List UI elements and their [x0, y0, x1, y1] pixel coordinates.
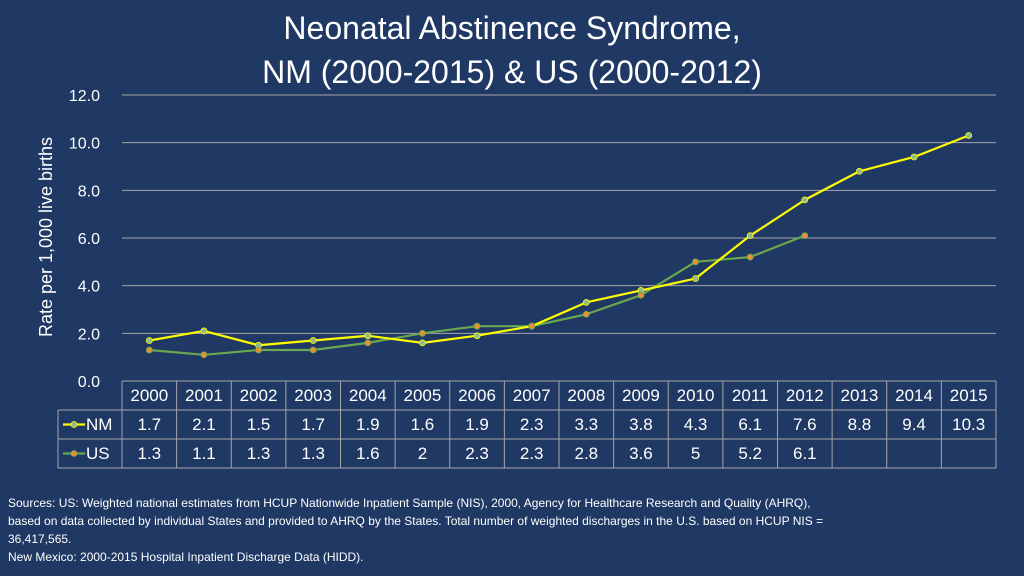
x-tick-label: 2009 — [622, 386, 660, 405]
data-point-nm — [801, 196, 809, 204]
x-tick-label: 2003 — [294, 386, 332, 405]
x-tick-label: 2001 — [185, 386, 223, 405]
data-label-nm: 4.3 — [684, 415, 708, 434]
data-label-us: 1.1 — [192, 444, 216, 463]
data-point-us — [692, 258, 699, 266]
data-label-us: 1.3 — [247, 444, 271, 463]
legend-entry-nm: NM — [86, 415, 112, 434]
data-point-us — [582, 310, 590, 318]
data-point-nm — [582, 298, 590, 306]
x-tick-label: 2013 — [841, 386, 879, 405]
data-label-nm: 6.1 — [738, 415, 762, 434]
data-point-nm — [473, 332, 481, 340]
data-point-us — [200, 351, 208, 359]
data-label-us: 1.3 — [301, 444, 325, 463]
y-tick-label: 10.0 — [69, 136, 100, 153]
data-label-nm: 7.6 — [793, 415, 817, 434]
series-line-nm — [149, 134, 970, 347]
x-tick-label: 2015 — [950, 386, 988, 405]
x-tick-label: 2006 — [458, 386, 496, 405]
data-label-nm: 1.6 — [411, 415, 435, 434]
x-tick-label: 2008 — [567, 386, 605, 405]
data-label-us: 3.6 — [629, 444, 653, 463]
data-point-us — [309, 346, 317, 354]
sources-line-4: New Mexico: 2000-2015 Hospital Inpatient… — [8, 550, 364, 564]
y-tick-label: 4.0 — [78, 279, 100, 296]
data-point-nm — [200, 327, 208, 335]
line-chart: 0.0 2.0 4.0 6.0 8.0 10.0 12.0 Rate per 1,000 l… — [36, 88, 997, 469]
y-axis-ticks: 0.0 2.0 4.0 6.0 8.0 10.0 12.0 — [69, 88, 100, 391]
data-label-nm: 10.3 — [952, 415, 985, 434]
legend-entry-us: US — [86, 444, 110, 463]
data-label-nm: 1.9 — [465, 415, 489, 434]
data-point-nm — [856, 167, 863, 175]
x-tick-label: 2010 — [677, 386, 715, 405]
sources-footnote: Sources: US: Weighted national estimates… — [8, 494, 1008, 566]
data-point-us — [145, 346, 153, 354]
data-label-nm: 2.1 — [192, 415, 216, 434]
data-label-nm: 3.3 — [574, 415, 598, 434]
y-axis-label: Rate per 1,000 live births — [36, 137, 56, 337]
y-tick-label: 6.0 — [78, 231, 100, 248]
data-point-nm — [965, 132, 973, 139]
data-label-nm: 8.8 — [848, 415, 872, 434]
legend-key-marker-nm — [70, 421, 78, 428]
x-tick-label: 2012 — [786, 386, 824, 405]
data-point-nm — [692, 275, 699, 282]
data-label-us: 2.8 — [574, 444, 598, 463]
x-tick-label: 2014 — [895, 386, 933, 405]
x-tick-label: 2000 — [130, 386, 168, 405]
data-label-nm: 3.8 — [629, 415, 653, 434]
gridlines — [122, 94, 996, 334]
data-label-us: 2.3 — [520, 444, 544, 463]
data-point-us — [364, 339, 372, 347]
data-point-nm — [910, 153, 918, 161]
x-tick-label: 2005 — [404, 386, 442, 405]
data-label-nm: 1.5 — [247, 415, 271, 434]
data-label-us: 1.3 — [137, 444, 161, 463]
data-label-us: 5 — [691, 444, 700, 463]
data-label-us: 2 — [418, 444, 427, 463]
data-label-nm: 1.7 — [137, 415, 161, 434]
data-point-us — [528, 322, 536, 330]
data-label-nm: 1.9 — [356, 415, 380, 434]
x-tick-label: 2002 — [240, 386, 278, 405]
data-label-nm: 2.3 — [520, 415, 544, 434]
sources-line-3: 36,417,565. — [8, 532, 72, 546]
x-tick-label: 2004 — [349, 386, 387, 405]
y-tick-label: 12.0 — [69, 88, 100, 105]
data-label-us: 1.6 — [356, 444, 380, 463]
data-point-us — [746, 253, 754, 261]
data-point-us — [255, 346, 262, 354]
data-point-nm — [364, 332, 372, 340]
data-label-nm: 9.4 — [902, 415, 926, 434]
x-tick-label: 2011 — [732, 386, 769, 405]
series-markers — [145, 132, 973, 359]
chart-title-line-2: NM (2000-2015) & US (2000-2012) — [262, 54, 762, 90]
data-point-nm — [145, 337, 153, 344]
data-point-us — [801, 232, 809, 240]
data-point-nm — [746, 232, 754, 240]
x-tick-label: 2007 — [513, 386, 551, 405]
data-label-us: 6.1 — [793, 444, 817, 463]
series-lines — [149, 134, 970, 356]
data-point-us — [419, 329, 426, 337]
data-point-us — [637, 291, 645, 299]
y-tick-label: 8.0 — [78, 183, 100, 200]
data-label-nm: 1.7 — [301, 415, 325, 434]
y-tick-label: 2.0 — [78, 326, 100, 343]
data-point-nm — [309, 337, 317, 344]
chart-title: Neonatal Abstinence Syndrome, NM (2000-2… — [0, 6, 1024, 94]
data-point-nm — [419, 339, 426, 347]
data-table: 2000 2001 2002 2003 2004 2005 2006 2007 2008 2009… — [57, 380, 997, 469]
data-point-us — [473, 322, 481, 330]
data-label-us: 2.3 — [465, 444, 489, 463]
chart-title-line-1: Neonatal Abstinence Syndrome, — [283, 10, 741, 46]
data-label-us: 5.2 — [738, 444, 762, 463]
legend-key-marker-us — [70, 450, 78, 457]
sources-line-1: Sources: US: Weighted national estimates… — [8, 496, 811, 510]
sources-line-2: based on data collected by individual St… — [8, 514, 824, 528]
y-tick-label: 0.0 — [78, 374, 100, 391]
